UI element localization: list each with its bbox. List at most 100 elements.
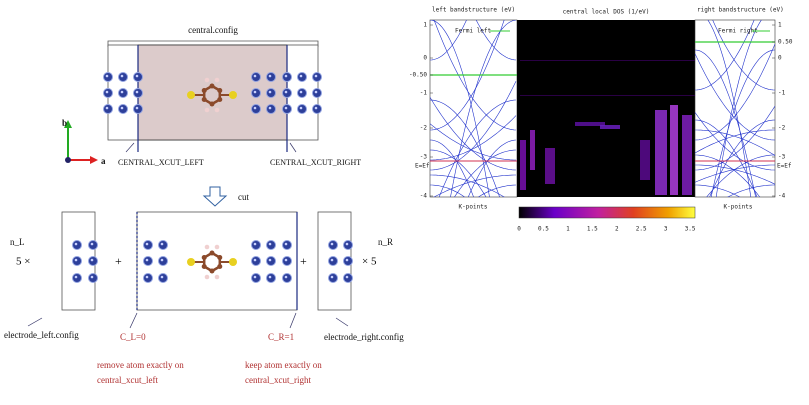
y-tick-label: 1 — [423, 22, 427, 29]
pointer — [289, 142, 297, 153]
band — [454, 149, 517, 197]
band — [433, 174, 516, 197]
carbon — [201, 97, 207, 102]
hydrogen — [204, 107, 210, 113]
atom — [158, 240, 168, 250]
atom — [328, 273, 338, 283]
pointer — [129, 312, 138, 329]
atom — [118, 72, 128, 82]
band — [430, 139, 474, 197]
dos-patch — [530, 130, 535, 170]
n-left: n_L — [10, 237, 25, 247]
atom — [103, 88, 113, 98]
y-tick-label: -1 — [778, 90, 786, 97]
atom — [297, 72, 307, 82]
band — [695, 43, 775, 141]
keep-note: keep atom exactly on — [245, 360, 322, 370]
y-tick-label: -1 — [420, 90, 428, 97]
atom-highlight — [253, 106, 257, 110]
atom — [251, 256, 261, 266]
dos-patch — [520, 140, 526, 190]
band — [430, 99, 500, 197]
xcut-right-label: CENTRAL_XCUT_RIGHT — [270, 158, 361, 167]
atom-highlight — [253, 90, 257, 94]
atom — [282, 104, 292, 114]
atom — [251, 273, 261, 283]
atom-highlight — [105, 74, 109, 78]
atom-highlight — [330, 258, 334, 262]
atom-highlight — [284, 106, 288, 110]
band — [695, 164, 775, 185]
y-tick-label: 0 — [778, 55, 782, 62]
atom-highlight — [253, 242, 257, 246]
atom — [266, 72, 276, 82]
times-right: × 5 — [362, 256, 377, 268]
band — [695, 49, 756, 197]
atom — [266, 273, 276, 283]
atom — [312, 88, 322, 98]
electrode-left-label: electrode_left.config — [4, 330, 79, 340]
sulfur — [187, 91, 195, 99]
y-tick-label: 1 — [778, 22, 782, 29]
carbon — [209, 250, 215, 256]
remove-note: central_xcut_left — [97, 375, 158, 385]
carbon — [201, 255, 207, 260]
cut-label: cut — [238, 192, 249, 202]
ef-label: E=Ef — [415, 163, 430, 170]
atom — [266, 240, 276, 250]
atom — [88, 256, 98, 266]
central-title: central.config — [188, 25, 238, 35]
atom — [143, 256, 153, 266]
atom-highlight — [90, 275, 94, 279]
y-tick-label: -2 — [420, 125, 428, 132]
band — [467, 139, 517, 197]
atom — [282, 240, 292, 250]
atom — [328, 256, 338, 266]
band — [430, 115, 517, 161]
arrow-head — [64, 120, 72, 128]
dos-patch — [575, 122, 605, 126]
colorbar-tick: 0 — [517, 226, 521, 233]
atom-highlight — [145, 242, 149, 246]
hydrogen — [204, 244, 210, 250]
y-tick-label: -2 — [778, 125, 786, 132]
atom-highlight — [160, 242, 164, 246]
atom-highlight — [299, 90, 303, 94]
atom-highlight — [253, 258, 257, 262]
dos-patch — [520, 95, 695, 96]
band — [710, 49, 775, 197]
atom — [72, 273, 82, 283]
band — [477, 184, 517, 197]
band — [695, 154, 761, 197]
dos-patch — [682, 115, 692, 195]
y-tick-label: -4 — [420, 193, 428, 200]
atom-highlight — [74, 242, 78, 246]
band — [715, 20, 762, 197]
atom-highlight — [120, 90, 124, 94]
colorbar-tick: 2.5 — [636, 226, 647, 233]
atom — [158, 273, 168, 283]
atom-highlight — [160, 258, 164, 262]
atom-highlight — [145, 275, 149, 279]
band — [709, 119, 775, 197]
dos-patch — [545, 148, 555, 184]
atom-highlight — [314, 106, 318, 110]
colorbar-tick: 0.5 — [538, 226, 549, 233]
atom-highlight — [268, 90, 272, 94]
dos-map — [520, 60, 695, 195]
axis-b-label: b — [62, 118, 67, 128]
atom-highlight — [135, 90, 139, 94]
atom-highlight — [284, 242, 288, 246]
band — [430, 123, 516, 161]
xcut-left-label: CENTRAL_XCUT_LEFT — [118, 158, 204, 167]
hydrogen — [214, 244, 220, 250]
atom-highlight — [120, 74, 124, 78]
atom — [133, 88, 143, 98]
y-tick-label: -3 — [420, 154, 428, 161]
carbon — [209, 268, 215, 274]
central-region — [137, 44, 288, 141]
atom — [282, 256, 292, 266]
atom — [282, 273, 292, 283]
atom — [72, 256, 82, 266]
